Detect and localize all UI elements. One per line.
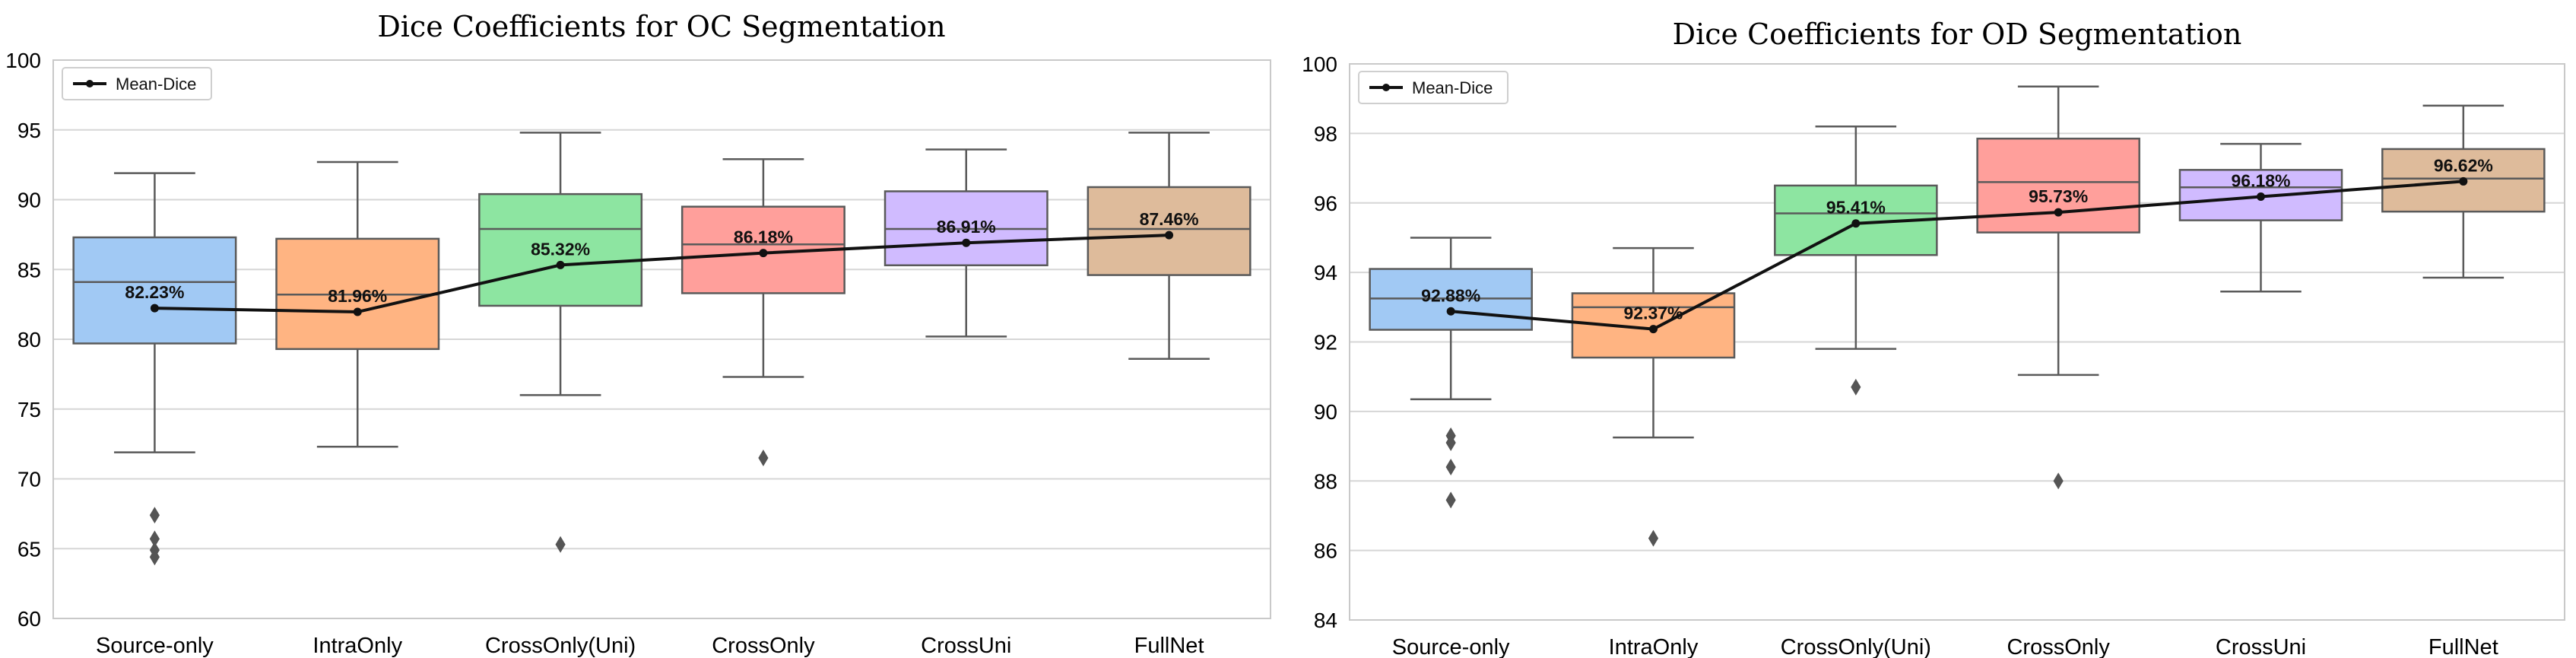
x-tick-label: IntraOnly [1609, 635, 1699, 658]
mean-dice-line [1450, 180, 2463, 331]
mean-dice-label: 82.23% [125, 282, 184, 302]
mean-dice-line [154, 234, 1169, 314]
mean-dice-label: 95.41% [1826, 198, 1886, 218]
outlier-point [1445, 434, 1456, 451]
x-tick-label: Source-only [1392, 635, 1510, 658]
box-1 [72, 172, 237, 566]
y-tick-label: 90 [17, 189, 41, 212]
x-tick-label: FullNet [1134, 634, 1204, 658]
mean-dice-label: 87.46% [1140, 209, 1199, 229]
box-2 [275, 161, 440, 448]
y-tick-label: 90 [1314, 400, 1337, 424]
mean-dice-point [1649, 325, 1658, 334]
legend-label: Mean-Dice [116, 75, 196, 94]
y-tick-label: 85 [17, 258, 41, 281]
x-tick-label: Source-only [96, 634, 214, 658]
y-tick-label: 88 [1314, 469, 1337, 493]
plot-frame [1349, 63, 2565, 621]
x-tick-label: IntraOnly [312, 634, 402, 658]
y-tick-label: 86 [1314, 539, 1337, 563]
outlier-point [2053, 472, 2064, 490]
outlier-point [149, 507, 160, 524]
mean-dice-label: 95.73% [2029, 186, 2088, 206]
mean-dice-point [962, 238, 971, 247]
box-3 [478, 132, 643, 553]
mean-dice-point [1851, 219, 1861, 228]
outlier-point [149, 548, 160, 566]
legend-box [62, 67, 212, 100]
mean-dice-label: 86.18% [734, 227, 793, 247]
y-tick-label: 94 [1314, 261, 1337, 284]
x-tick-label: FullNet [2428, 635, 2498, 658]
x-tick-label: CrossUni [2216, 635, 2306, 658]
legend-box [1358, 71, 1508, 104]
y-tick-label: 70 [17, 468, 41, 491]
y-tick-label: 96 [1314, 192, 1337, 215]
box-3 [1774, 125, 1938, 396]
mean-dice-point [759, 249, 768, 258]
mean-dice-label: 86.91% [937, 217, 996, 237]
x-tick-label: CrossOnly [712, 634, 815, 658]
box-iqr [1976, 137, 2140, 234]
y-tick-label: 95 [17, 119, 41, 142]
mean-dice-label: 85.32% [531, 239, 590, 259]
chart-title: Dice Coefficients for OC Segmentation [377, 10, 945, 43]
x-tick-label: CrossOnly(Uni) [485, 634, 636, 658]
x-tick-label: CrossUni [921, 634, 1011, 658]
mean-dice-point [1165, 230, 1174, 240]
outlier-point [1445, 491, 1456, 509]
y-tick-label: 92 [1314, 331, 1337, 354]
mean-dice-point [150, 304, 159, 313]
mean-dice-point [353, 307, 362, 316]
y-tick-label: 65 [17, 537, 41, 561]
plot-frame [52, 59, 1271, 619]
x-tick-label: CrossOnly(Uni) [1781, 635, 1931, 658]
legend-marker [1382, 84, 1390, 91]
legend-label: Mean-Dice [1412, 78, 1493, 97]
outlier-point [555, 536, 566, 553]
box-iqr [478, 192, 643, 307]
mean-dice-point [2459, 176, 2468, 186]
mean-dice-label: 96.18% [2231, 171, 2290, 191]
x-tick-label: CrossOnly [2007, 635, 2110, 658]
outlier-point [758, 450, 769, 466]
mean-dice-point [1446, 307, 1455, 316]
box-1 [1369, 237, 1533, 509]
box-5 [884, 148, 1048, 338]
y-tick-label: 84 [1314, 609, 1337, 632]
y-tick-label: 75 [17, 398, 41, 421]
mean-dice-point [556, 260, 565, 269]
mean-dice-label: 92.88% [1421, 285, 1480, 305]
legend: Mean-Dice [1358, 71, 1508, 104]
y-tick-label: 100 [5, 49, 41, 72]
mean-dice-label: 92.37% [1623, 304, 1683, 323]
box-4 [1976, 85, 2140, 490]
outlier-point [1648, 529, 1659, 547]
legend: Mean-Dice [62, 67, 212, 100]
mean-dice-label: 81.96% [328, 286, 387, 306]
y-tick-label: 100 [1302, 52, 1337, 76]
legend-marker [86, 80, 94, 87]
mean-dice-point [2257, 192, 2265, 202]
y-tick-label: 60 [17, 607, 41, 631]
y-tick-label: 80 [17, 328, 41, 351]
mean-dice-label: 96.62% [2434, 155, 2493, 175]
chart-title: Dice Coefficients for OD Segmentation [1673, 17, 2242, 51]
outlier-point [1445, 459, 1456, 475]
y-tick-label: 98 [1314, 122, 1337, 145]
chart-panel-2: Dice Coefficients for OD Segmentation 84 8… [1302, 17, 2565, 658]
mean-dice-point [2054, 208, 2063, 217]
box-iqr [72, 236, 237, 345]
chart-panel-1: Dice Coefficients for OC Segmentation 60 6… [5, 10, 1271, 658]
outlier-point [1851, 378, 1861, 396]
